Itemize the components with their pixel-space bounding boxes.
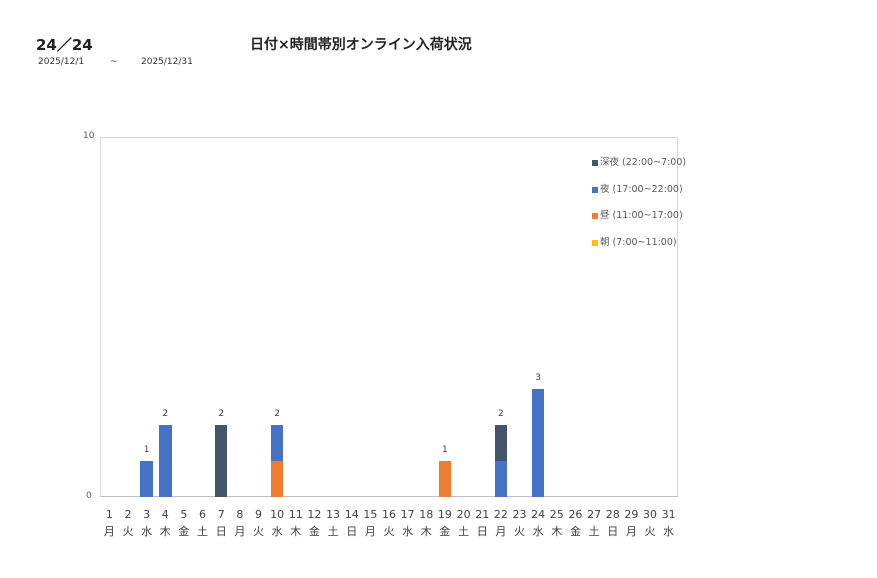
legend-label: 夜 (17:00~22:00)	[600, 184, 683, 195]
bar-segment	[494, 425, 508, 461]
legend-label: 昼 (11:00~17:00)	[600, 210, 683, 221]
x-tick-label: 16 火	[382, 508, 396, 538]
date-from: 2025/12/1	[38, 57, 85, 67]
x-tick-label: 31 水	[661, 508, 676, 538]
x-tick-label: 28 日	[605, 508, 620, 538]
data-label: 3	[535, 373, 542, 383]
data-label: 2	[162, 409, 169, 419]
x-tick-label: 24 水	[531, 508, 546, 538]
legend-swatch	[592, 186, 598, 193]
x-tick-label: 29 月	[624, 508, 639, 538]
data-label: 2	[497, 409, 504, 419]
x-tick-label: 25 木	[549, 508, 564, 538]
bar-segment	[531, 389, 545, 497]
y-tick-max: 10	[83, 131, 95, 141]
legend-swatch	[592, 212, 598, 219]
x-tick-label: 13 土	[326, 508, 341, 538]
x-tick-label: 30 火	[643, 508, 658, 538]
x-tick-label: 14 日	[344, 508, 359, 538]
bar-segment	[494, 461, 508, 497]
bar-segment	[140, 461, 153, 497]
plot-area	[100, 137, 678, 497]
x-tick-label: 23 火	[512, 508, 527, 538]
x-tick-label: 10 水	[270, 508, 285, 538]
x-tick-label: 19 金	[437, 508, 452, 538]
bar-segment	[159, 425, 172, 497]
bar-segment	[438, 461, 452, 497]
date-separator: ~	[110, 57, 118, 67]
data-label: 2	[274, 409, 280, 419]
data-label: 1	[143, 445, 150, 455]
legend-swatch	[592, 159, 598, 166]
x-tick-label: 12 金	[307, 508, 322, 538]
legend-label: 朝 (7:00~11:00)	[600, 237, 677, 248]
legend-label: 深夜 (22:00~7:00)	[600, 157, 687, 168]
data-label: 1	[442, 445, 448, 455]
x-tick-label: 26 金	[568, 508, 583, 538]
x-tick-label: 20 土	[456, 508, 471, 538]
x-tick-label: 15 月	[363, 508, 378, 538]
x-tick-label: 18 木	[419, 508, 434, 538]
bar-segment	[270, 425, 284, 461]
legend-swatch	[592, 239, 598, 246]
x-tick-label: 11 木	[288, 508, 303, 538]
legend-item-yoru: 夜 (17:00~22:00)	[592, 181, 683, 195]
x-tick-label: 22 月	[493, 508, 508, 538]
x-tick-label: 17 水	[400, 508, 415, 538]
legend-item-hiru: 昼 (11:00~17:00)	[592, 207, 683, 221]
page-title: 日付×時間帯別オンライン入荷状況	[250, 37, 472, 53]
x-tick-label: 21 日	[475, 508, 490, 538]
bar-segment	[214, 425, 228, 497]
legend-item-shinya: 深夜 (22:00~7:00)	[592, 154, 686, 168]
bar-segment	[270, 461, 284, 497]
y-tick-zero: 0	[86, 491, 92, 501]
x-tick-label: 27 土	[587, 508, 602, 538]
page-count: 24／24	[36, 36, 93, 54]
data-label: 2	[218, 409, 225, 419]
date-to: 2025/12/31	[141, 57, 193, 67]
legend-item-asa: 朝 (7:00~11:00)	[592, 234, 677, 248]
